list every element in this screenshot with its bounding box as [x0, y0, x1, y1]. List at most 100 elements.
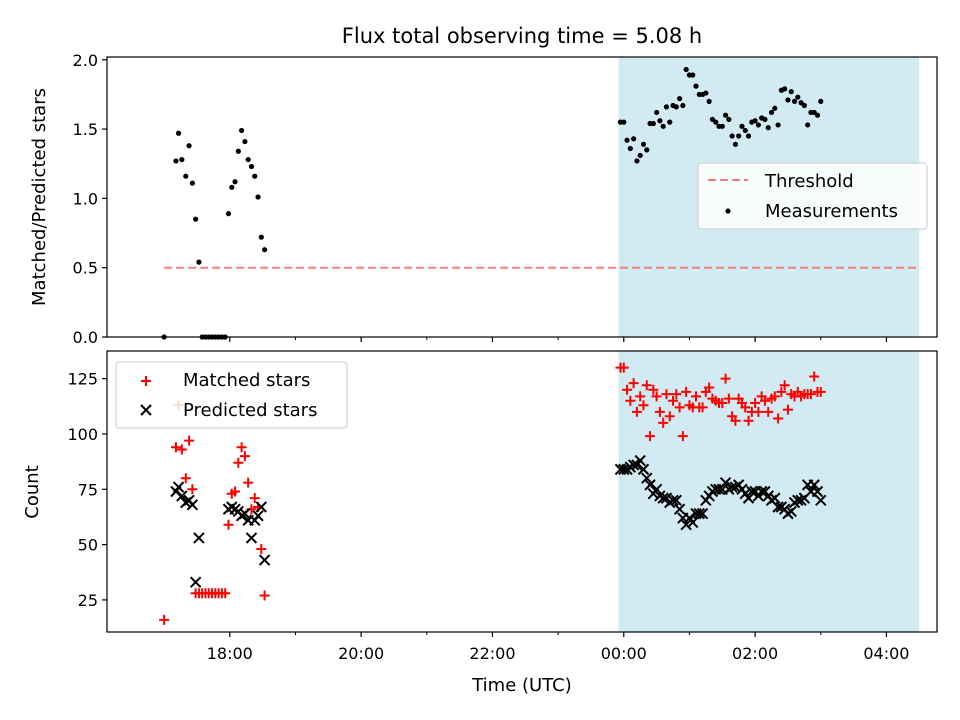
- predicted-stars-point: [719, 476, 732, 489]
- predicted-stars-point: [755, 485, 768, 498]
- measurement-point: [690, 72, 696, 78]
- matched-stars-point: [184, 435, 195, 446]
- matched-stars-point: [259, 590, 270, 601]
- measurement-point: [722, 112, 729, 118]
- measurement-point: [706, 98, 712, 104]
- measurement-point: [667, 119, 673, 125]
- predicted-stars-point: [239, 507, 251, 520]
- axes-frame: [106, 350, 938, 633]
- measurement-point: [255, 194, 261, 200]
- measurement-point: [736, 133, 742, 139]
- measurement-point: [663, 104, 670, 110]
- ratio-panel: 0.0 0.5 1.0 1.5 2.0 Threshold Measurements: [73, 51, 938, 347]
- matched-stars-point: [769, 391, 780, 402]
- measurement-point: [818, 98, 824, 104]
- measurement-point: [239, 127, 245, 134]
- predicted-stars-point: [245, 532, 258, 544]
- predicted-stars-point: [252, 510, 264, 522]
- x-tick-label: 00:00: [601, 644, 647, 663]
- measurement-point: [179, 156, 185, 163]
- legend-box: [697, 162, 928, 230]
- measurement-point: [795, 94, 801, 100]
- measurement-point: [739, 123, 745, 129]
- predicted-stars-point: [255, 501, 268, 513]
- y-tick-label: 1.0: [73, 189, 98, 208]
- measurement-point: [814, 112, 821, 118]
- measurement-point: [755, 122, 761, 128]
- matched-stars-point: [668, 395, 679, 406]
- matched-stars-point: [233, 457, 244, 468]
- predicted-stars-point: [657, 492, 669, 504]
- matched-stars-point: [763, 406, 774, 417]
- matched-stars-point: [782, 404, 793, 415]
- y-tick-label: 1.5: [73, 120, 98, 139]
- matched-stars-point: [661, 389, 672, 400]
- measurement-point: [644, 147, 650, 153]
- matched-stars-point: [681, 386, 692, 397]
- matched-stars-point: [180, 473, 191, 484]
- matched-stars-point: [759, 395, 770, 406]
- measurement-point: [189, 180, 195, 186]
- measurement-point: [252, 173, 258, 179]
- matched-stars-point: [743, 415, 754, 426]
- matched-stars-point: [618, 362, 629, 373]
- measurement-point: [729, 133, 735, 139]
- measurement-point: [805, 122, 811, 128]
- matched-stars-point: [230, 486, 241, 497]
- y-tick-label: 100: [67, 425, 98, 444]
- y-tick-label: 2.0: [73, 51, 98, 70]
- matched-stars-point: [691, 391, 702, 402]
- measurement-point: [782, 86, 788, 92]
- measurement-point: [791, 98, 798, 104]
- predicted-stars-point: [634, 454, 646, 467]
- legend-threshold-label: Threshold: [764, 171, 854, 192]
- predicted-stars-point: [650, 483, 663, 495]
- measurement-point: [258, 234, 264, 240]
- measurement-point: [693, 83, 699, 89]
- predicted-stars-point: [746, 485, 758, 498]
- measurement-point: [232, 179, 238, 185]
- measurement-point: [726, 116, 732, 122]
- matched-stars-point: [638, 400, 649, 411]
- predicted-stars-point: [687, 516, 699, 529]
- matched-stars-point: [671, 389, 682, 400]
- matched-stars-point: [779, 380, 790, 391]
- measurement-point: [261, 247, 268, 253]
- measurement-point: [673, 104, 679, 110]
- y-tick-label: 125: [67, 370, 98, 389]
- measurement-point: [175, 130, 182, 136]
- predicted-stars-point: [667, 494, 679, 507]
- measurement-point: [245, 156, 251, 163]
- matched-stars-point: [805, 389, 816, 400]
- measurement-point: [801, 102, 807, 109]
- x-axis-label: Time (UTC): [471, 675, 572, 696]
- matched-stars-point: [654, 406, 665, 417]
- matched-stars-point: [773, 413, 784, 424]
- x-tick-label: 20:00: [338, 644, 384, 663]
- measurement-point: [183, 173, 189, 179]
- legend-predicted-label: Predicted stars: [183, 400, 317, 421]
- chart-title: Flux total observing time = 5.08 h: [342, 24, 702, 48]
- measurement-point: [650, 120, 656, 127]
- matched-stars-point: [730, 415, 741, 426]
- matched-stars-point: [239, 451, 250, 462]
- measurement-point: [229, 184, 235, 190]
- matched-stars-point: [664, 411, 675, 422]
- matched-stars-point: [187, 484, 198, 495]
- y-axis-label-top: Matched/Predicted stars: [29, 88, 50, 306]
- predicted-stars-point: [808, 479, 820, 491]
- predicted-stars-point: [627, 459, 640, 471]
- matched-stars-point: [645, 431, 656, 442]
- measurement-point: [186, 143, 192, 149]
- y-axis-label-bottom: Count: [22, 465, 43, 518]
- matched-stars-point: [753, 406, 764, 417]
- matched-stars-point: [256, 544, 267, 555]
- measurement-point: [752, 118, 758, 124]
- y-tick-label: 0.0: [73, 328, 98, 347]
- legend-matched-swatch: [141, 376, 151, 386]
- x-tick-label: 02:00: [732, 644, 778, 663]
- matched-stars-point: [723, 393, 734, 404]
- measurement-point: [745, 133, 752, 139]
- measurement-point: [640, 141, 647, 147]
- measurement-point: [772, 105, 778, 111]
